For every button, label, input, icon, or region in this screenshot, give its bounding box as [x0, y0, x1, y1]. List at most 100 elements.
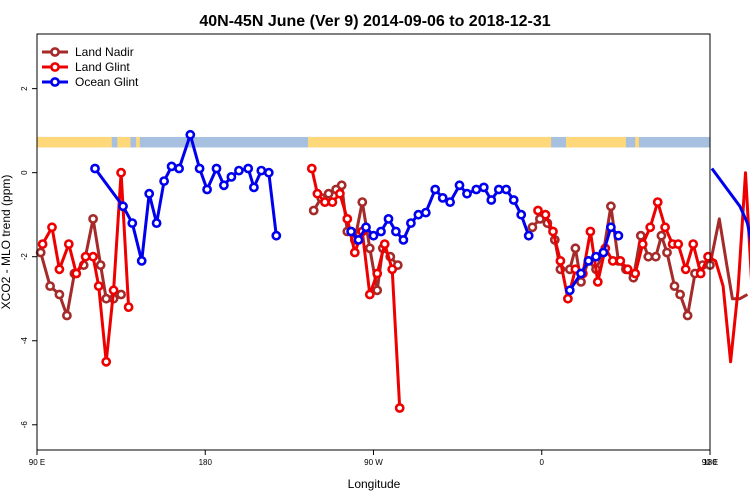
x-tick-label: 180 [199, 458, 213, 467]
land-band-segment [308, 136, 552, 148]
data-point [660, 222, 670, 233]
data-point [306, 163, 317, 174]
data-point [387, 264, 398, 275]
data-point [630, 268, 641, 279]
data-point [430, 184, 441, 195]
data-point [583, 255, 594, 266]
legend-item: Land Glint [42, 60, 130, 74]
data-point [454, 180, 465, 191]
data-point [357, 197, 368, 207]
data-point [405, 218, 416, 228]
data-point [372, 285, 383, 296]
data-point [263, 167, 274, 178]
data-point [650, 251, 661, 262]
data-point [233, 165, 244, 176]
data-point [394, 403, 405, 413]
series-land-glint [37, 163, 750, 413]
chart-title: 40N-45N June (Ver 9) 2014-09-06 to 2018-… [199, 13, 550, 30]
data-point [420, 207, 431, 218]
legend-label: Land Glint [75, 60, 130, 74]
data-point [353, 234, 364, 245]
data-point [361, 222, 371, 233]
data-point [45, 281, 55, 291]
legend-marker [50, 62, 60, 72]
data-point [218, 180, 229, 191]
data-point [501, 184, 512, 195]
land-ocean-band [37, 136, 710, 148]
series-ocean-glint [90, 129, 750, 296]
data-point [591, 251, 601, 262]
data-point [323, 188, 334, 199]
data-point [398, 234, 409, 245]
data-point [346, 226, 356, 237]
data-point [88, 251, 98, 262]
x-axis-label: Longitude [348, 477, 401, 491]
data-point [585, 226, 596, 237]
data-point [637, 239, 648, 249]
land-band-segment [117, 136, 131, 148]
data-point [680, 264, 691, 275]
data-point [47, 222, 57, 233]
series-line [537, 171, 750, 364]
y-tick-label: 0 [20, 170, 29, 175]
data-point [88, 213, 98, 224]
legend-label: Ocean Glint [75, 75, 139, 89]
series-layer [35, 129, 750, 413]
data-point [372, 268, 383, 279]
data-point [63, 239, 74, 249]
data-point [93, 281, 104, 291]
data-point [576, 268, 586, 279]
data-point [144, 188, 155, 199]
data-point [695, 268, 706, 279]
land-band-segment [566, 136, 626, 148]
land-band-segment [635, 136, 639, 148]
data-point [166, 161, 177, 172]
data-point [342, 213, 353, 224]
data-point [194, 163, 205, 174]
data-point [54, 264, 65, 275]
data-point [508, 195, 519, 205]
data-point [334, 188, 345, 199]
x-tick-label: 90 E [29, 458, 45, 467]
data-point [336, 180, 347, 191]
legend-label: Land Nadir [75, 45, 134, 59]
data-point [643, 251, 654, 262]
legend-marker [50, 47, 60, 57]
x-tick-label: 90 W [364, 458, 383, 467]
y-tick-label: -2 [20, 253, 29, 261]
data-point [471, 184, 482, 195]
y-tick-label: 2 [20, 86, 29, 91]
data-point [376, 226, 386, 237]
data-point [256, 165, 267, 176]
data-point [185, 129, 196, 140]
data-point [592, 276, 603, 287]
data-point [673, 239, 684, 249]
data-point [379, 239, 390, 249]
data-point [606, 222, 616, 233]
data-point [606, 201, 616, 212]
data-point [364, 243, 375, 254]
y-tick-label: -6 [20, 421, 29, 429]
data-point [37, 239, 48, 249]
data-point [136, 255, 147, 266]
data-point [349, 247, 360, 258]
data-point [211, 163, 222, 174]
data-point [598, 247, 609, 258]
legend-item: Ocean Glint [42, 75, 139, 89]
data-point [662, 247, 672, 258]
data-point [555, 255, 566, 266]
data-point [613, 230, 624, 241]
data-point [71, 268, 82, 279]
data-point [390, 226, 401, 237]
data-point [80, 251, 91, 262]
data-point [437, 192, 448, 203]
legend-marker [50, 77, 60, 87]
data-point [516, 209, 527, 220]
data-point [116, 289, 126, 300]
data-point [607, 255, 618, 266]
series-line [710, 167, 750, 244]
data-point [159, 176, 169, 186]
